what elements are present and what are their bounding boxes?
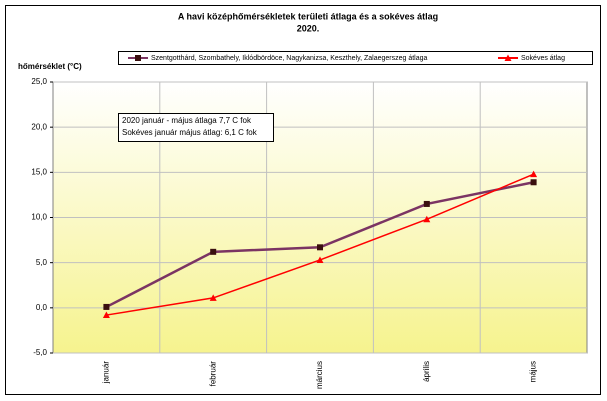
marker [102, 311, 110, 319]
marker [103, 303, 110, 310]
marker [209, 294, 217, 301]
y-tick-label: 25,0 [31, 77, 47, 86]
x-tick-label: február [208, 361, 217, 387]
y-axis-label: hőmérséklet (°C) [18, 62, 82, 71]
x-tick-label: március [315, 361, 324, 389]
x-tick-label: január [102, 361, 111, 385]
marker [423, 200, 430, 207]
chart-title: A havi középhőmérsékletek területi átlag… [178, 11, 438, 21]
y-tick-label: 5,0 [36, 258, 48, 267]
y-tick-label: 10,0 [31, 213, 47, 222]
y-tick-label: 0,0 [36, 303, 48, 312]
x-tick-label: május [529, 361, 538, 382]
y-tick-label: 20,0 [31, 122, 47, 131]
chart-subtitle: 2020. [297, 23, 320, 33]
marker [423, 215, 431, 223]
x-tick-label: április [422, 361, 431, 382]
marker [135, 55, 141, 61]
annotation: Sokéves január május átlag: 6,1 C fok [122, 128, 258, 137]
y-tick-label: -5,0 [33, 348, 47, 357]
marker [316, 256, 324, 263]
legend-label: Szentgotthárd, Szombathely, Iklódbördöce… [151, 55, 428, 62]
marker [317, 244, 323, 251]
legend-box [118, 51, 593, 65]
annotation-box [118, 113, 274, 142]
marker [530, 179, 537, 186]
marker [210, 248, 217, 255]
y-tick-label: 15,0 [31, 167, 47, 176]
annotation: 2020 január - május átlaga 7,7 C fok [122, 116, 252, 125]
marker [504, 54, 512, 61]
legend-label: Sokéves átlag [521, 55, 565, 62]
marker [530, 170, 538, 178]
